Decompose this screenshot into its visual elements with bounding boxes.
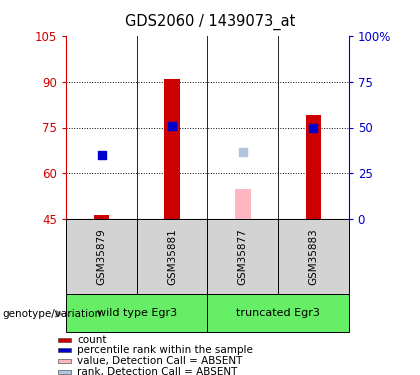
Bar <box>207 294 349 332</box>
Text: count: count <box>77 334 107 345</box>
Text: genotype/variation: genotype/variation <box>2 309 101 319</box>
Text: truncated Egr3: truncated Egr3 <box>236 308 320 318</box>
Bar <box>58 359 71 363</box>
Text: GSM35879: GSM35879 <box>97 228 107 285</box>
Point <box>169 123 176 129</box>
Bar <box>207 219 278 294</box>
Bar <box>165 78 180 219</box>
Text: GSM35883: GSM35883 <box>308 228 318 285</box>
Point <box>98 152 105 158</box>
Text: percentile rank within the sample: percentile rank within the sample <box>77 345 253 355</box>
Text: wild type Egr3: wild type Egr3 <box>97 308 177 318</box>
Text: rank, Detection Call = ABSENT: rank, Detection Call = ABSENT <box>77 367 238 375</box>
Bar <box>137 219 207 294</box>
Bar <box>66 219 137 294</box>
Bar <box>235 189 250 219</box>
Bar <box>58 370 71 374</box>
Bar <box>306 115 321 219</box>
Text: GSM35881: GSM35881 <box>167 228 177 285</box>
Bar <box>66 294 207 332</box>
Text: value, Detection Call = ABSENT: value, Detection Call = ABSENT <box>77 356 243 366</box>
Bar <box>58 348 71 352</box>
Point <box>239 149 246 155</box>
Bar <box>58 338 71 342</box>
Text: GDS2060 / 1439073_at: GDS2060 / 1439073_at <box>125 14 295 30</box>
Bar <box>94 215 109 219</box>
Text: GSM35877: GSM35877 <box>238 228 248 285</box>
Point <box>310 124 317 130</box>
Bar <box>278 219 349 294</box>
